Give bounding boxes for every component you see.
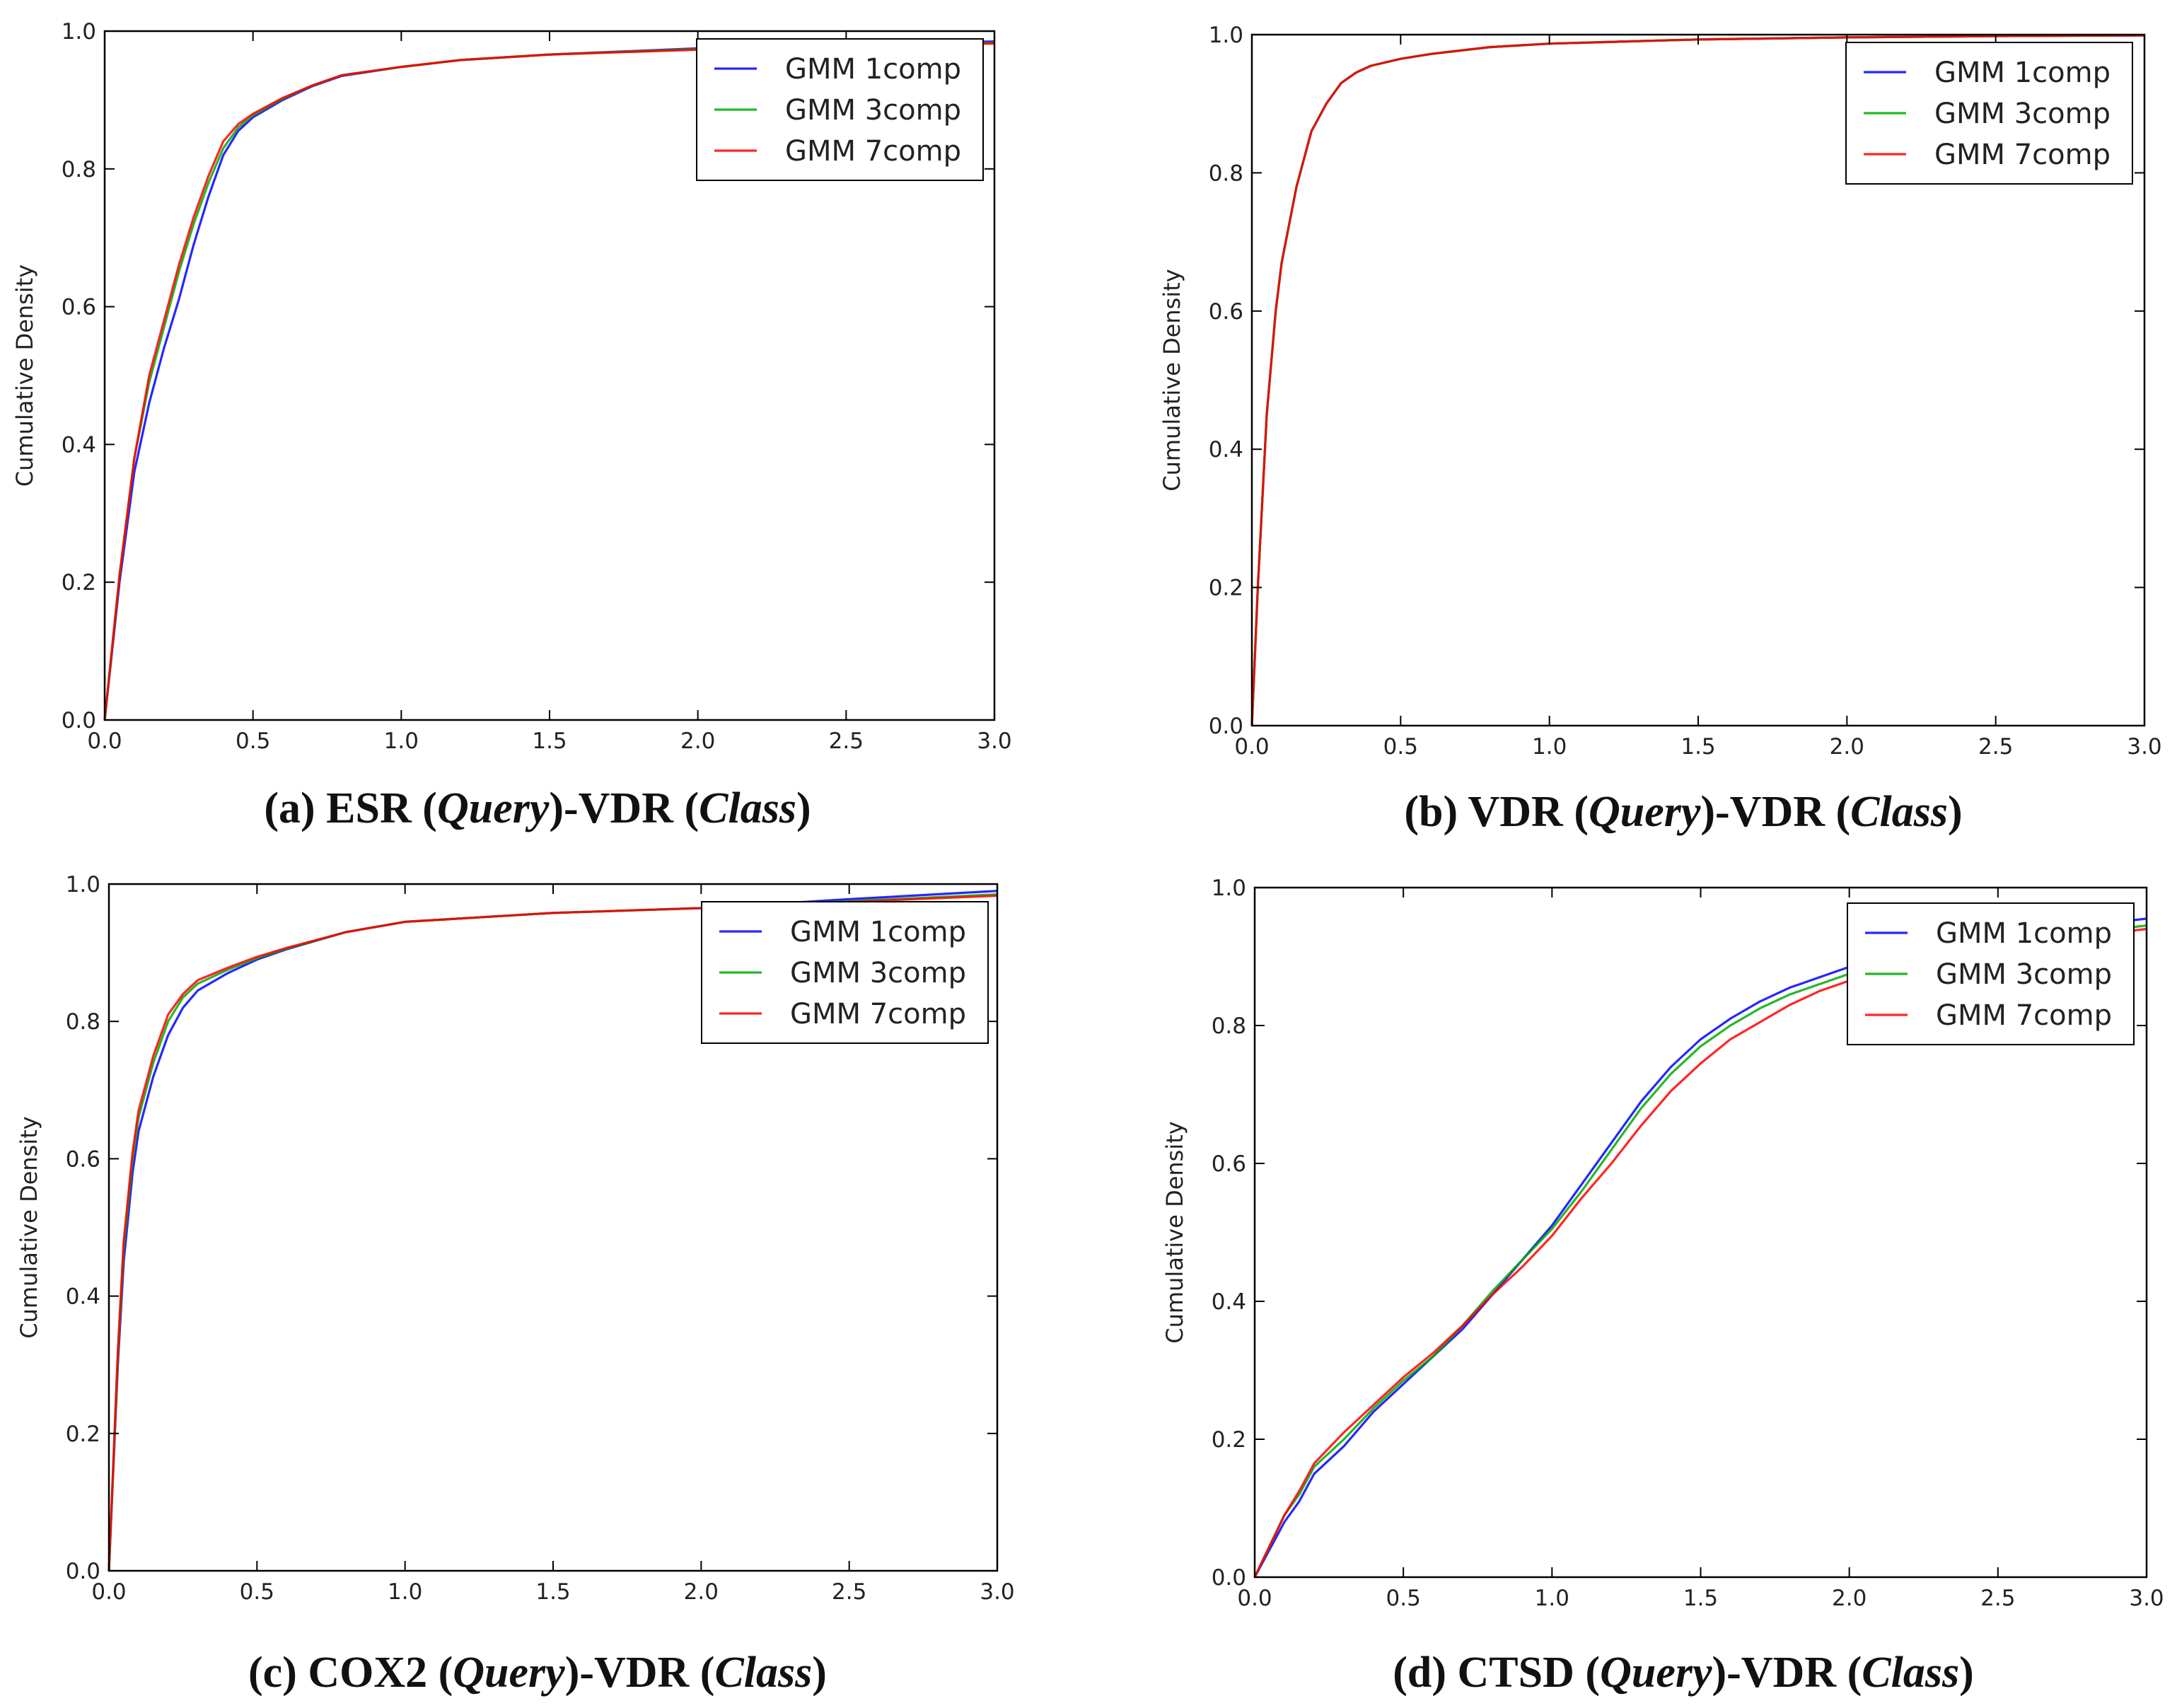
y-tick-label: 0.8 <box>66 1009 100 1035</box>
x-tick-label: 2.5 <box>1980 1586 2015 1611</box>
y-tick-label: 0.2 <box>62 570 96 596</box>
y-tick-label: 0.6 <box>62 295 96 320</box>
chart-caption: (b) VDR (Query)-VDR (Class) <box>1404 788 1962 836</box>
y-tick-label: 0.8 <box>1209 161 1243 186</box>
legend-label-0: GMM 1comp <box>785 53 961 86</box>
y-axis-label: Cumulative Density <box>1161 1121 1188 1343</box>
chart-caption: (c) COX2 (Query)-VDR (Class) <box>248 1649 827 1697</box>
x-tick-label: 1.5 <box>535 1579 570 1605</box>
y-tick-label: 0.4 <box>1209 437 1243 463</box>
x-tick-label: 0.5 <box>240 1579 274 1605</box>
x-tick-label: 0.5 <box>236 728 270 754</box>
y-tick-label: 0.0 <box>62 708 96 733</box>
chart-panel-3: 0.0 0.5 1.0 1.5 2.0 2.5 3.0 0.0 0.2 0.4 0.6 0.8 1.0 C… <box>1161 876 2164 1697</box>
x-tick-label: 1.0 <box>388 1579 422 1605</box>
chart-panel-2: 0.0 0.5 1.0 1.5 2.0 2.5 3.0 0.0 0.2 0.4 0.6 0.8 1.0 C… <box>16 872 1015 1697</box>
x-tick-label: 2.0 <box>1830 734 1864 760</box>
y-tick-label: 0.2 <box>66 1422 100 1447</box>
x-tick-label: 2.0 <box>684 1579 719 1605</box>
x-tick-label: 2.0 <box>680 728 715 754</box>
x-tick-label: 3.0 <box>980 1579 1014 1605</box>
legend-label-1: GMM 3comp <box>1934 98 2111 130</box>
y-tick-label: 0.8 <box>1212 1013 1246 1039</box>
x-tick-label: 1.5 <box>1683 1586 1718 1611</box>
x-tick-label: 0.0 <box>1237 1586 1272 1611</box>
legend-label-1: GMM 3comp <box>1936 958 2112 991</box>
y-tick-label: 1.0 <box>1209 23 1243 48</box>
chart-caption: (d) CTSD (Query)-VDR (Class) <box>1393 1649 1974 1697</box>
y-tick-label: 0.2 <box>1212 1427 1246 1453</box>
y-tick-label: 0.0 <box>1209 714 1243 739</box>
y-tick-label: 0.6 <box>66 1146 100 1172</box>
x-tick-label: 1.5 <box>1680 734 1715 760</box>
legend-label-2: GMM 7comp <box>1936 999 2112 1032</box>
x-tick-label: 0.5 <box>1383 734 1418 760</box>
legend-label-0: GMM 1comp <box>1936 917 2112 950</box>
x-tick-label: 2.5 <box>1978 734 2013 760</box>
y-tick-label: 0.4 <box>66 1284 100 1310</box>
x-tick-label: 0.5 <box>1386 1586 1421 1611</box>
x-tick-label: 2.5 <box>829 728 864 754</box>
y-axis-label: Cumulative Density <box>16 1116 42 1338</box>
x-tick-label: 2.5 <box>832 1579 866 1605</box>
legend-label-1: GMM 3comp <box>790 957 966 989</box>
y-tick-label: 0.8 <box>62 157 96 182</box>
x-tick-label: 3.0 <box>2129 1586 2164 1611</box>
x-tick-label: 1.5 <box>532 728 567 754</box>
x-tick-label: 3.0 <box>2127 734 2161 760</box>
y-tick-label: 0.6 <box>1212 1151 1246 1177</box>
x-tick-label: 3.0 <box>977 728 1011 754</box>
x-tick-label: 0.0 <box>1234 734 1269 760</box>
chart-panel-1: 0.0 0.5 1.0 1.5 2.0 2.5 3.0 0.0 0.2 0.4 0.6 0.8 1.0 C… <box>1159 23 2162 836</box>
y-tick-label: 1.0 <box>66 872 100 897</box>
series-line-2 <box>103 42 995 721</box>
x-tick-label: 1.0 <box>1532 734 1567 760</box>
chart-panel-0: 0.0 0.5 1.0 1.5 2.0 2.5 3.0 0.0 0.2 0.4 0.6 0.8 1.0 C… <box>11 19 1012 832</box>
x-tick-label: 0.0 <box>87 728 122 754</box>
legend: GMM 1comp GMM 3comp GMM 7comp <box>696 38 984 181</box>
chart-caption: (a) ESR (Query)-VDR (Class) <box>264 784 811 832</box>
legend-label-0: GMM 1comp <box>790 916 966 948</box>
y-tick-label: 0.0 <box>1212 1565 1246 1591</box>
y-axis-label: Cumulative Density <box>1159 269 1185 491</box>
legend: GMM 1comp GMM 3comp GMM 7comp <box>701 901 989 1044</box>
y-axis-label: Cumulative Density <box>11 265 38 487</box>
y-tick-label: 0.4 <box>62 432 96 458</box>
x-tick-label: 0.0 <box>91 1579 126 1605</box>
y-tick-label: 0.0 <box>66 1559 100 1584</box>
x-tick-label: 2.0 <box>1832 1586 1867 1611</box>
legend-label-2: GMM 7comp <box>1934 139 2111 171</box>
legend: GMM 1comp GMM 3comp GMM 7comp <box>1845 42 2133 185</box>
x-tick-label: 1.0 <box>384 728 419 754</box>
legend-label-2: GMM 7comp <box>790 998 966 1030</box>
y-tick-label: 0.4 <box>1212 1289 1246 1315</box>
y-tick-label: 0.6 <box>1209 299 1243 325</box>
legend-label-2: GMM 7comp <box>785 135 961 168</box>
series-line-2 <box>108 894 998 1572</box>
legend-label-0: GMM 1comp <box>1934 57 2111 89</box>
y-tick-label: 1.0 <box>1212 876 1246 901</box>
legend-label-1: GMM 3comp <box>785 94 961 127</box>
legend: GMM 1comp GMM 3comp GMM 7comp <box>1847 902 2135 1045</box>
x-tick-label: 1.0 <box>1535 1586 1569 1611</box>
y-tick-label: 0.2 <box>1209 576 1243 601</box>
y-tick-label: 1.0 <box>62 19 96 45</box>
